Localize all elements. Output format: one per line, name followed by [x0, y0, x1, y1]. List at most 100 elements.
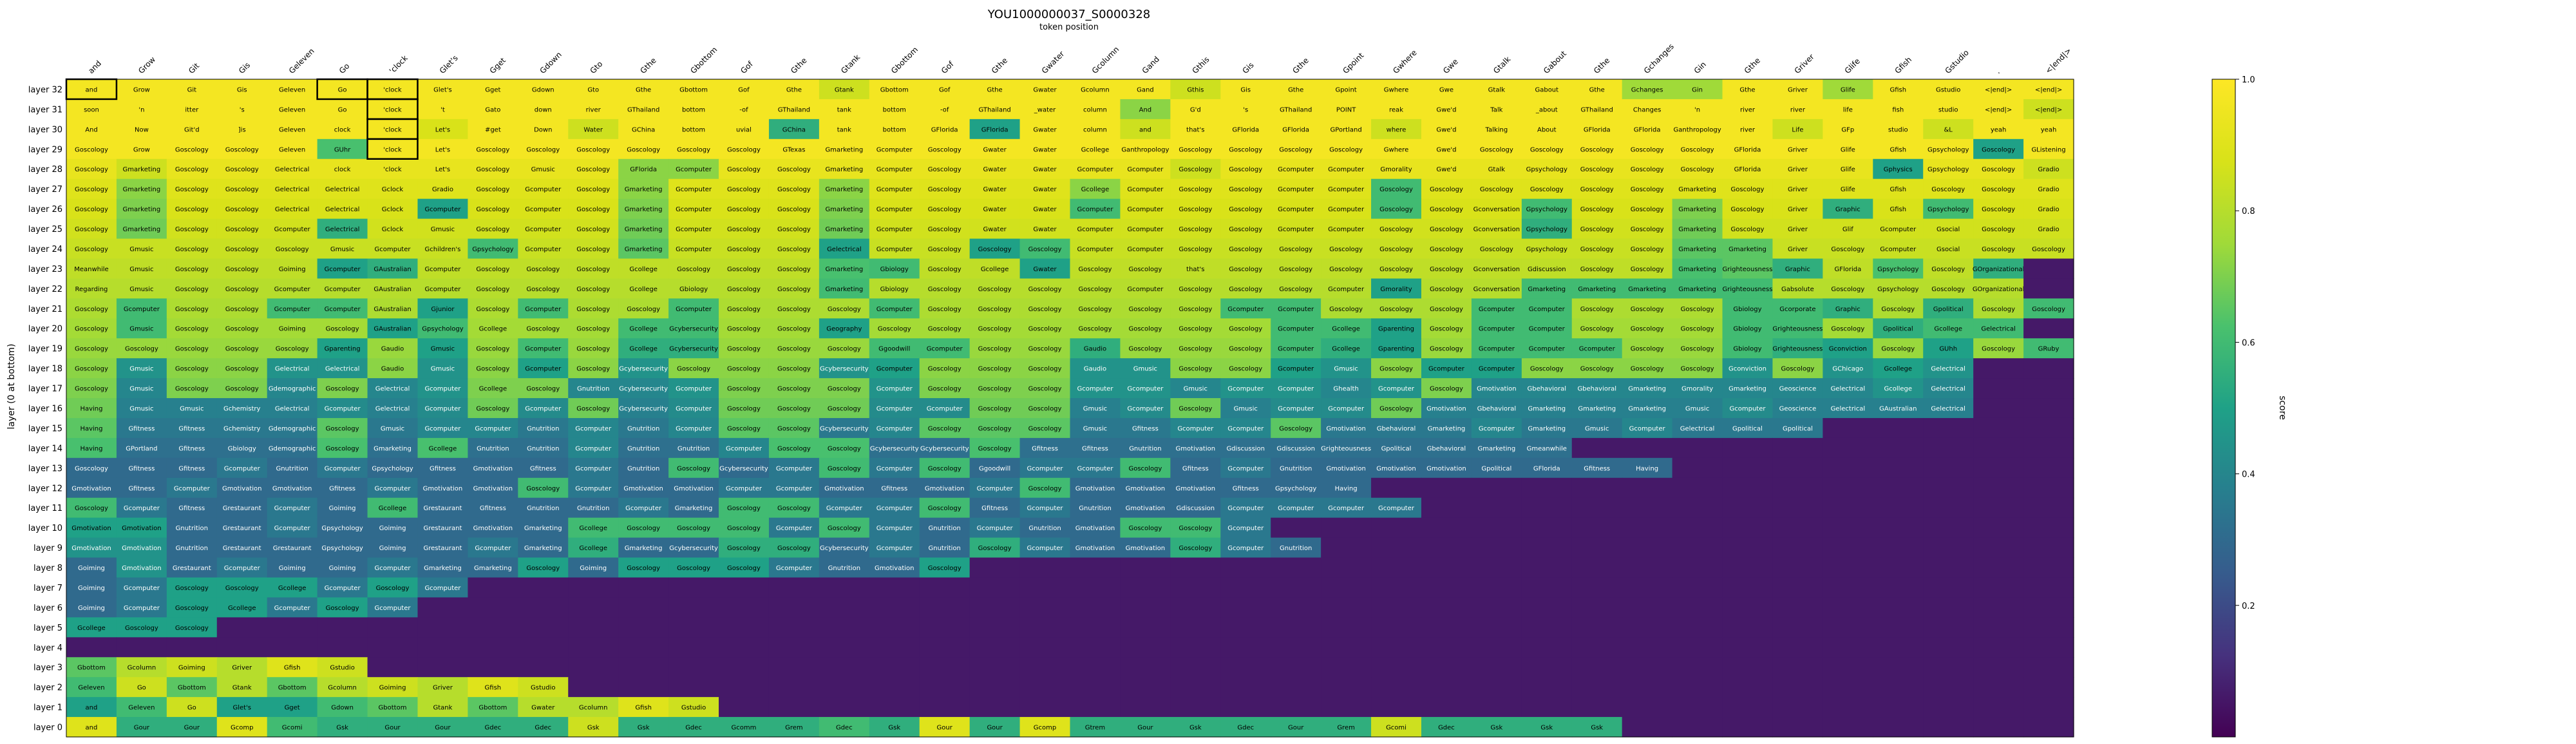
cell-token: Goscology: [1781, 366, 1814, 373]
heatmap-cell: [417, 517, 468, 539]
heatmap-cell: [1521, 138, 1573, 160]
heatmap-cell: [367, 557, 419, 578]
heatmap-cell: [66, 338, 117, 359]
row-label: layer 9: [33, 544, 62, 553]
cell-token: Gmotivation: [1326, 465, 1366, 472]
row-label: layer 13: [28, 464, 62, 473]
heatmap-cell: [116, 497, 167, 519]
heatmap-cell: [1973, 597, 2024, 618]
heatmap-cell: [417, 597, 468, 618]
heatmap-cell: [1923, 198, 1974, 220]
heatmap-cell: [568, 677, 619, 698]
heatmap-cell: [1120, 577, 1171, 598]
heatmap-cell: [1271, 318, 1321, 339]
heatmap-cell: [2023, 717, 2074, 738]
heatmap-cell: [618, 318, 669, 339]
heatmap-cell: [1873, 557, 1924, 578]
heatmap-cell: [768, 158, 820, 180]
cell-token: Gcomputer: [1378, 386, 1415, 393]
cell-token: Gelectrical: [375, 406, 410, 413]
cell-token: Goscology: [1229, 286, 1262, 293]
heatmap-cell: [768, 318, 820, 339]
heatmap-cell: [267, 577, 318, 598]
heatmap-cell: [417, 417, 468, 439]
cell-token: Gcomputer: [1127, 406, 1164, 413]
heatmap-cell: [618, 99, 669, 120]
cell-token: Gcomputer: [676, 166, 712, 173]
heatmap-cell: [1371, 517, 1422, 539]
cell-token: Goscology: [1580, 306, 1614, 313]
heatmap-cell: [869, 218, 920, 240]
heatmap-cell: [216, 358, 268, 379]
heatmap-cell: [267, 79, 318, 100]
heatmap-cell: [317, 158, 368, 180]
heatmap-cell: [1220, 378, 1271, 399]
cell-token: Gcomputer: [1328, 286, 1365, 293]
heatmap-cell: [267, 99, 318, 120]
heatmap-cell: [1321, 517, 1372, 539]
heatmap-cell: [1722, 358, 1774, 379]
heatmap-cell: [869, 158, 920, 180]
heatmap-cell: [969, 537, 1021, 558]
heatmap-cell: [267, 398, 318, 419]
cell-token: Gwater: [983, 186, 1007, 193]
cell-token: Gcomputer: [274, 525, 311, 532]
heatmap-cell: [1271, 457, 1321, 479]
cell-token: Gmarketing: [424, 565, 462, 572]
heatmap-cell: [1070, 378, 1121, 399]
heatmap-cell: [1823, 218, 1873, 240]
cell-token: Goscology: [1631, 246, 1664, 253]
heatmap-cell: [66, 497, 117, 519]
heatmap-cell: [1823, 398, 1873, 419]
heatmap-cell: [1220, 99, 1271, 120]
heatmap-cell: [1120, 537, 1171, 558]
cell-token: Goiming: [279, 266, 306, 273]
heatmap-cell: [1973, 278, 2024, 299]
cell-token: Goscology: [928, 226, 961, 233]
heatmap-cell: [1571, 178, 1623, 200]
cell-token: Glife: [1841, 186, 1855, 193]
heatmap-cell: [1421, 497, 1472, 519]
row-label: layer 4: [33, 644, 62, 653]
heatmap-cell: [2023, 358, 2074, 379]
cell-token: Gcomm: [732, 725, 757, 732]
heatmap-cell: [1120, 158, 1171, 180]
cell-token: Goscology: [476, 406, 509, 413]
cell-token: Gelectrical: [1680, 425, 1715, 432]
cell-token: Gpsychology: [321, 545, 363, 552]
heatmap-cell: [1170, 637, 1221, 658]
heatmap-cell: [768, 617, 820, 638]
cell-token: Goscology: [175, 386, 209, 393]
heatmap-cell: [116, 477, 167, 499]
heatmap-cell: [869, 497, 920, 519]
cell-token: Goscology: [928, 565, 961, 572]
heatmap-cell: [1672, 238, 1723, 260]
cell-token: Gmotivation: [875, 565, 914, 572]
heatmap-cell: [1722, 717, 1774, 738]
row-label: layer 32: [28, 85, 62, 95]
heatmap-cell: [1772, 278, 1823, 299]
heatmap-cell: [1421, 457, 1472, 479]
heatmap-cell: [1672, 178, 1723, 200]
heatmap-cell: [1772, 358, 1823, 379]
cell-token: GChicago: [1832, 366, 1863, 373]
cell-token: GFlorida: [1834, 266, 1861, 273]
heatmap-cell: [618, 717, 669, 738]
cell-token: Gmarketing: [123, 166, 161, 173]
heatmap-cell: [1120, 717, 1171, 738]
heatmap-cell: [1973, 258, 2024, 279]
heatmap-cell: [1772, 338, 1823, 359]
heatmap-cell: [518, 238, 569, 260]
heatmap-cell: [166, 398, 218, 419]
row-label: layer 1: [33, 703, 62, 713]
cell-token: Goscology: [476, 166, 509, 173]
heatmap-cell: [1923, 697, 1974, 718]
heatmap-cell: [919, 577, 971, 598]
cell-token: and: [1139, 126, 1151, 133]
heatmap-cell: [1471, 198, 1522, 220]
heatmap-cell: [468, 537, 518, 558]
heatmap-cell: [2023, 437, 2074, 459]
heatmap-cell: [1622, 657, 1673, 678]
heatmap-cell: [1571, 717, 1623, 738]
heatmap-cell: [1521, 717, 1573, 738]
